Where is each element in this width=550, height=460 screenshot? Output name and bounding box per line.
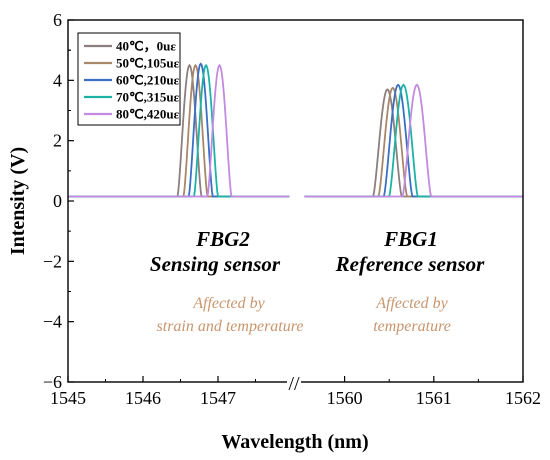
fbg2-note-line1: Affected by <box>192 295 265 312</box>
axis-break-marker: // <box>287 370 301 395</box>
y-tick-label: 2 <box>53 131 62 151</box>
series-line-fbg1 <box>304 83 523 198</box>
fbg2-title: FBG2 <box>195 227 250 251</box>
x-tick-label: 1561 <box>416 388 452 408</box>
fbg1-title: FBG1 <box>383 227 438 251</box>
x-tick-label: 1545 <box>50 388 86 408</box>
series-line-fbg2 <box>68 63 290 198</box>
series-line-fbg1 <box>304 83 523 198</box>
y-axis-title: Intensity (V) <box>7 147 29 255</box>
series-line-fbg1 <box>304 83 523 198</box>
legend-label: 50℃,105uε <box>116 56 180 71</box>
legend-label: 40℃，0uε <box>116 39 176 54</box>
fbg1-note-line1: Affected by <box>375 295 448 312</box>
y-tick-label: −4 <box>43 312 62 332</box>
y-tick-label: −6 <box>43 372 62 392</box>
spectrum-curves <box>68 62 523 198</box>
svg-text://: // <box>288 373 300 395</box>
legend-label: 80℃,420uε <box>116 107 180 122</box>
y-axis-ticks: 6 4 2 0 −2 −4 −6 <box>43 10 74 392</box>
fbg2-note-line2: strain and temperature <box>157 318 304 335</box>
fbg1-note-line2: temperature <box>373 318 451 335</box>
fbg2-subtitle: Sensing sensor <box>150 252 281 276</box>
x-tick-label: 1562 <box>505 388 541 408</box>
fbg1-subtitle: Reference sensor <box>335 252 486 276</box>
legend: 40℃，0uε 50℃,105uε 60℃,210uε 70℃,315uε 80℃,42… <box>77 32 181 126</box>
x-tick-label: 1560 <box>327 388 363 408</box>
x-axis-ticks: 1545 1546 1547 1560 1561 1562 <box>50 376 541 408</box>
x-tick-label: 1547 <box>200 388 236 408</box>
x-tick-label: 1546 <box>125 388 161 408</box>
series-line-fbg1 <box>304 88 523 198</box>
y-tick-label: −2 <box>43 251 62 271</box>
legend-label: 70℃,315uε <box>116 90 180 105</box>
x-axis-title: Wavelength (nm) <box>221 431 368 453</box>
y-tick-label: 0 <box>53 191 62 211</box>
series-line-fbg1 <box>304 86 523 198</box>
y-tick-label: 6 <box>53 10 62 30</box>
legend-label: 60℃,210uε <box>116 73 180 88</box>
y-tick-label: 4 <box>53 70 62 90</box>
